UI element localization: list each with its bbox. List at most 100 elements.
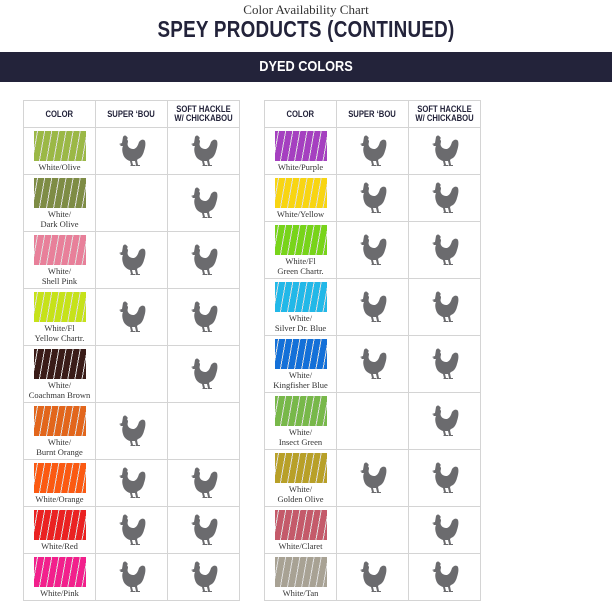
color-name: White/Purple — [277, 162, 324, 172]
rooster-icon — [118, 244, 145, 275]
rooster-icon — [190, 467, 217, 498]
rooster-icon — [190, 301, 217, 332]
color-swatch — [33, 131, 86, 161]
super-bou-cell — [336, 335, 409, 393]
super-bou-cell — [95, 288, 168, 346]
col-super-bou: SUPER ‘BOU — [95, 100, 168, 128]
table-row: White/Insect Green — [264, 392, 481, 450]
table-row: White/Pink — [23, 553, 240, 601]
color-name: White/Burnt Orange — [36, 437, 83, 457]
color-name: White/Coachman Brown — [28, 380, 91, 400]
table-row: White/Coachman Brown — [23, 345, 240, 403]
super-bou-cell — [336, 221, 409, 279]
super-bou-cell — [95, 402, 168, 460]
color-cell: White/Pink — [23, 553, 96, 601]
rooster-icon — [190, 358, 217, 389]
table-row: White/Claret — [264, 506, 481, 554]
color-swatch — [33, 235, 86, 265]
rooster-icon — [118, 514, 145, 545]
rooster-icon — [431, 462, 458, 493]
color-name: White/Fl Yellow Chartr. — [34, 323, 85, 343]
rooster-icon — [359, 182, 386, 213]
super-bou-cell — [336, 506, 409, 554]
color-name: White/Claret — [278, 541, 323, 551]
soft-hackle-cell — [167, 402, 240, 460]
color-name: White/Fl Green Chartr. — [277, 256, 324, 276]
color-swatch — [274, 225, 327, 255]
soft-hackle-cell — [167, 459, 240, 507]
rooster-icon — [359, 291, 386, 322]
page-title: SPEY PRODUCTS (CONTINUED) — [157, 16, 455, 42]
color-cell: White/Shell Pink — [23, 231, 96, 289]
col-soft-hackle: SOFT HACKLE W/ CHICKABOU — [167, 100, 240, 128]
rooster-icon — [118, 301, 145, 332]
color-swatch — [33, 178, 86, 208]
color-swatch — [33, 292, 86, 322]
color-cell: White/Burnt Orange — [23, 402, 96, 460]
color-cell: White/Coachman Brown — [23, 345, 96, 403]
super-bou-cell — [336, 278, 409, 336]
section-banner: DYED COLORS — [0, 52, 612, 82]
color-swatch — [274, 557, 327, 587]
rooster-icon — [190, 561, 217, 592]
super-bou-cell — [95, 506, 168, 554]
super-bou-cell — [336, 174, 409, 222]
color-table-right: COLOR SUPER ‘BOU SOFT HACKLE W/ CHICKABO… — [264, 100, 481, 601]
super-bou-cell — [336, 127, 409, 175]
color-swatch — [33, 510, 86, 540]
rooster-icon — [359, 561, 386, 592]
soft-hackle-cell — [408, 506, 481, 554]
color-name: White/Pink — [40, 588, 79, 598]
table-row: White/Silver Dr. Blue — [264, 278, 481, 336]
color-name: White/Insect Green — [278, 427, 323, 447]
color-swatch — [274, 178, 327, 208]
color-cell: White/Claret — [264, 506, 337, 554]
rooster-icon — [431, 135, 458, 166]
color-cell: White/Yellow — [264, 174, 337, 222]
rooster-icon — [431, 182, 458, 213]
color-name: White/Olive — [38, 162, 81, 172]
table-row: White/Orange — [23, 459, 240, 507]
color-cell: White/Kingfisher Blue — [264, 335, 337, 393]
rooster-icon — [359, 234, 386, 265]
rooster-icon — [118, 135, 145, 166]
rooster-icon — [431, 514, 458, 545]
table-row: White/Red — [23, 506, 240, 554]
col-soft-hackle: SOFT HACKLE W/ CHICKABOU — [408, 100, 481, 128]
rooster-icon — [118, 467, 145, 498]
color-swatch — [274, 339, 327, 369]
table-row: White/Golden Olive — [264, 449, 481, 507]
rooster-icon — [118, 561, 145, 592]
table-row: White/Burnt Orange — [23, 402, 240, 460]
color-swatch — [274, 396, 327, 426]
soft-hackle-cell — [167, 127, 240, 175]
soft-hackle-cell — [408, 449, 481, 507]
super-bou-cell — [95, 553, 168, 601]
rooster-icon — [359, 348, 386, 379]
color-name: White/Orange — [35, 494, 84, 504]
color-swatch — [33, 406, 86, 436]
soft-hackle-cell — [167, 288, 240, 346]
color-cell: White/Golden Olive — [264, 449, 337, 507]
rooster-icon — [118, 415, 145, 446]
rooster-icon — [431, 291, 458, 322]
banner-label: DYED COLORS — [259, 58, 353, 75]
color-cell: White/Dark Olive — [23, 174, 96, 232]
rooster-icon — [431, 348, 458, 379]
rooster-icon — [359, 135, 386, 166]
super-bou-cell — [95, 127, 168, 175]
col-super-bou: SUPER ‘BOU — [336, 100, 409, 128]
super-bou-cell — [336, 449, 409, 507]
color-table-left: COLOR SUPER ‘BOU SOFT HACKLE W/ CHICKABO… — [23, 100, 240, 601]
table-row: White/Fl Yellow Chartr. — [23, 288, 240, 346]
table-row: White/Yellow — [264, 174, 481, 222]
super-bou-cell — [95, 174, 168, 232]
color-name: White/Shell Pink — [41, 266, 78, 286]
soft-hackle-cell — [408, 553, 481, 601]
super-bou-cell — [336, 392, 409, 450]
color-name: White/Yellow — [276, 209, 325, 219]
color-name: White/Silver Dr. Blue — [274, 313, 327, 333]
soft-hackle-cell — [167, 231, 240, 289]
color-swatch — [33, 463, 86, 493]
super-bou-cell — [95, 231, 168, 289]
